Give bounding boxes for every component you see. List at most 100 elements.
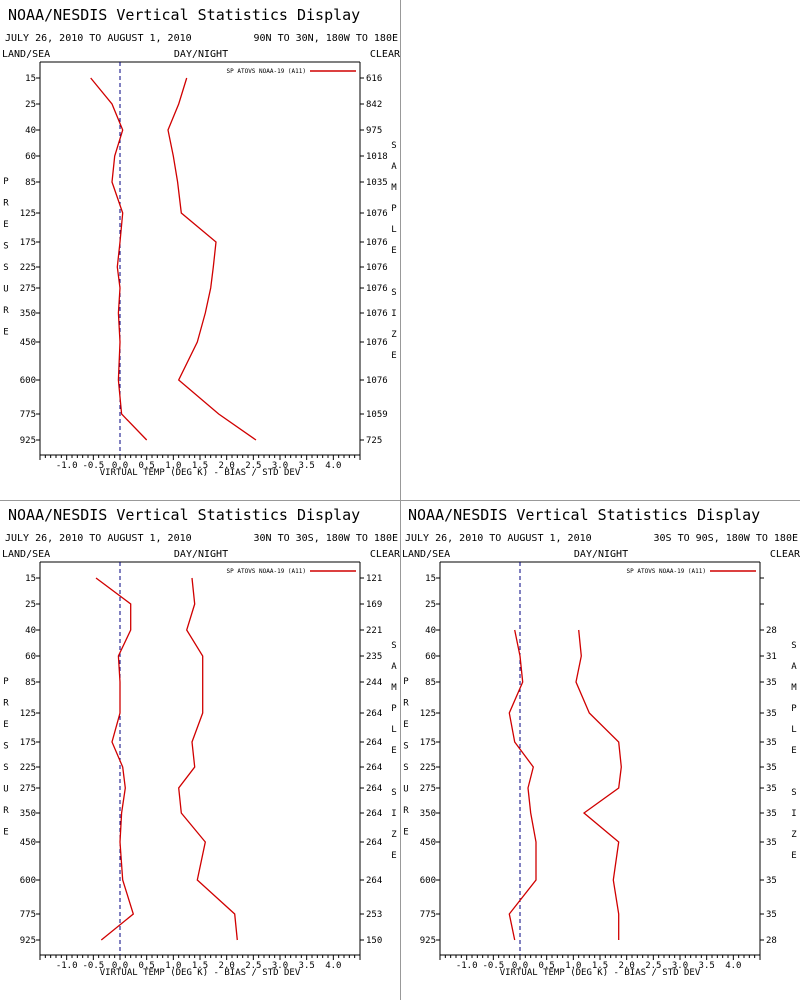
chart-title: NOAA/NESDIS Vertical Statistics Display (8, 506, 360, 524)
chart-title: NOAA/NESDIS Vertical Statistics Display (408, 506, 760, 524)
sample-size-label: 35 (766, 763, 777, 773)
chart-svg: NOAA/NESDIS Vertical Statistics Display J… (402, 506, 800, 978)
y-axis-label-letter: R (3, 306, 9, 316)
sample-size-label: 244 (366, 678, 382, 688)
sample-size-axis-letter: Z (791, 830, 797, 840)
std-dev-series-line (167, 77, 257, 441)
sample-size-label: 235 (366, 652, 382, 662)
x-tick-label: -1.0 (56, 961, 78, 971)
chart-title: NOAA/NESDIS Vertical Statistics Display (8, 6, 360, 24)
x-tick-label: 1.5 (192, 461, 208, 471)
sample-size-axis-letter: S (391, 141, 396, 151)
pressure-level-label: 275 (420, 784, 436, 794)
sample-size-label: 264 (366, 809, 382, 819)
date-range: JULY 26, 2010 TO AUGUST 1, 2010 (405, 533, 592, 544)
pressure-level-label: 450 (20, 838, 36, 848)
x-axis-label: VIRTUAL TEMP (DEG K) - BIAS / STD DEV (100, 968, 301, 978)
sample-size-axis-letter: P (391, 204, 397, 214)
time-label: DAY/NIGHT (174, 549, 228, 560)
sample-size-axis-letter: S (391, 788, 396, 798)
bias-series-line (508, 629, 537, 941)
date-range: JULY 26, 2010 TO AUGUST 1, 2010 (5, 33, 192, 44)
sample-size-label: 264 (366, 709, 382, 719)
legend-label: SP ATOVS NOAA-19 (A11) (627, 568, 706, 575)
x-tick-label: 4.0 (725, 961, 741, 971)
region-label: 30S TO 90S, 180W TO 180E (654, 533, 799, 544)
sample-size-label: 31 (766, 652, 777, 662)
sample-size-label: 1076 (366, 263, 388, 273)
x-tick-label: 0.0 (112, 461, 128, 471)
x-tick-label: -1.0 (56, 461, 78, 471)
x-tick-label: 4.0 (325, 461, 341, 471)
sample-size-label: 121 (366, 574, 382, 584)
pressure-level-label: 350 (20, 809, 36, 819)
pressure-level-label: 40 (25, 126, 36, 136)
sample-size-axis-letter: L (391, 225, 396, 235)
pressure-level-label: 25 (25, 600, 36, 610)
sample-size-label: 1035 (366, 178, 388, 188)
x-tick-label: -1.0 (456, 961, 478, 971)
sample-size-axis-letter: E (391, 246, 396, 256)
sample-size-axis-letter: S (391, 288, 396, 298)
legend-label: SP ATOVS NOAA-19 (A11) (227, 68, 306, 75)
y-axis-label-letter: E (403, 720, 408, 730)
x-tick-label: 0.5 (539, 961, 555, 971)
sky-label: CLEAR (770, 549, 800, 560)
chart-svg: NOAA/NESDIS Vertical Statistics Display J… (2, 6, 400, 478)
y-axis-label-letter: S (403, 763, 408, 773)
pressure-level-label: 25 (25, 100, 36, 110)
sample-size-axis-letter: L (391, 725, 396, 735)
sample-size-label: 35 (766, 738, 777, 748)
pressure-level-label: 225 (20, 263, 36, 273)
x-tick-label: 3.0 (272, 461, 288, 471)
sample-size-label: 221 (366, 626, 382, 636)
sample-size-label: 264 (366, 784, 382, 794)
x-tick-label: 1.0 (565, 961, 581, 971)
x-tick-label: 2.0 (219, 461, 235, 471)
pressure-level-label: 60 (25, 652, 36, 662)
sample-size-label: 725 (366, 436, 382, 446)
std-dev-series-line (575, 629, 622, 940)
x-tick-label: 1.0 (165, 961, 181, 971)
pressure-level-label: 175 (20, 238, 36, 248)
sky-label: CLEAR (370, 549, 400, 560)
sample-size-axis-letter: S (391, 641, 396, 651)
pressure-level-label: 600 (20, 876, 36, 886)
x-tick-label: 0.5 (139, 461, 155, 471)
y-axis-label-letter: R (3, 699, 9, 709)
pressure-level-label: 85 (25, 178, 36, 188)
y-axis-label-letter: E (3, 328, 8, 338)
pressure-level-label: 125 (20, 709, 36, 719)
sample-size-axis-letter: A (391, 662, 397, 672)
y-axis-label-letter: E (3, 828, 8, 838)
x-tick-label: 1.5 (592, 961, 608, 971)
sample-size-axis-letter: M (391, 683, 397, 693)
sample-size-label: 35 (766, 876, 777, 886)
pressure-level-label: 275 (20, 784, 36, 794)
x-tick-label: 0.5 (139, 961, 155, 971)
sample-size-label: 35 (766, 809, 777, 819)
pressure-level-label: 40 (425, 626, 436, 636)
std-dev-series-line (178, 577, 238, 941)
sample-size-label: 150 (366, 936, 382, 946)
sample-size-label: 169 (366, 600, 382, 610)
y-axis-label-letter: U (3, 285, 8, 295)
sample-size-axis-letter: E (391, 746, 396, 756)
sample-size-label: 35 (766, 784, 777, 794)
x-tick-label: 3.5 (299, 461, 315, 471)
x-tick-label: 2.0 (219, 961, 235, 971)
sample-size-label: 264 (366, 876, 382, 886)
surface-label: LAND/SEA (2, 49, 50, 60)
bias-series-line (95, 577, 135, 941)
pressure-level-label: 600 (420, 876, 436, 886)
x-tick-label: 3.0 (672, 961, 688, 971)
sample-size-axis-letter: I (791, 809, 796, 819)
sample-size-label: 975 (366, 126, 382, 136)
pressure-level-label: 225 (420, 763, 436, 773)
pressure-level-label: 450 (20, 338, 36, 348)
sample-size-label: 264 (366, 763, 382, 773)
pressure-level-label: 40 (25, 626, 36, 636)
pressure-level-label: 225 (20, 763, 36, 773)
sample-size-label: 28 (766, 626, 777, 636)
x-tick-label: 3.0 (272, 961, 288, 971)
